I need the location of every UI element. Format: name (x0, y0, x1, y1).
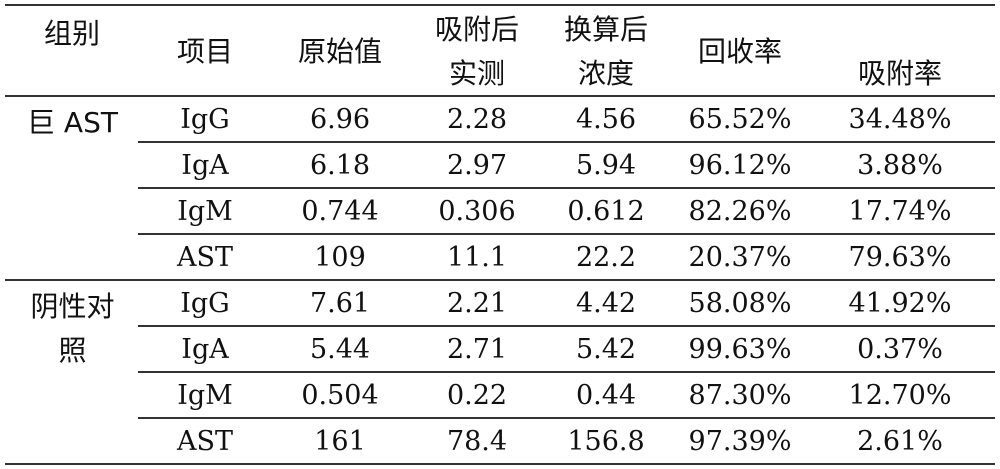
bottom-rule (5, 463, 995, 465)
value-cell: 3.88% (857, 151, 943, 181)
value-cell: 161 (314, 427, 366, 457)
header-adsorption: 吸附率 (858, 52, 942, 96)
value-cell: 0.37% (857, 335, 943, 365)
header-converted-b: 浓度 (578, 52, 634, 96)
value-cell: 65.52% (689, 105, 792, 135)
value-cell: 12.70% (849, 381, 952, 411)
value-cell: 6.18 (310, 151, 370, 181)
value-cell: 0.612 (567, 197, 644, 227)
item-cell: IgM (177, 381, 233, 411)
value-cell: 79.63% (849, 243, 952, 273)
group-label: 巨 AST (10, 101, 135, 145)
row-rule (138, 417, 995, 419)
group-label: 阴性对 (10, 285, 135, 329)
item-cell: IgA (181, 151, 228, 181)
group-label-line2: 照 (10, 329, 135, 373)
value-cell: 0.744 (301, 197, 378, 227)
value-cell: 156.8 (567, 427, 644, 457)
value-cell: 5.42 (576, 335, 636, 365)
row-rule (138, 325, 995, 327)
item-cell: AST (177, 427, 233, 457)
header-measured-a: 吸附后 (435, 8, 519, 52)
item-cell: IgG (180, 289, 230, 319)
value-cell: 4.56 (576, 105, 636, 135)
header-group: 组别 (44, 12, 100, 56)
value-cell: 78.4 (447, 427, 507, 457)
value-cell: 2.71 (447, 335, 507, 365)
item-cell: IgA (181, 335, 228, 365)
value-cell: 82.26% (689, 197, 792, 227)
value-cell: 2.61% (857, 427, 943, 457)
item-cell: IgM (177, 197, 233, 227)
value-cell: 7.61 (310, 289, 370, 319)
item-cell: IgG (180, 105, 230, 135)
value-cell: 96.12% (689, 151, 792, 181)
value-cell: 5.94 (576, 151, 636, 181)
item-cell: AST (177, 243, 233, 273)
value-cell: 97.39% (689, 427, 792, 457)
value-cell: 4.42 (576, 289, 636, 319)
group-rule (5, 279, 995, 281)
value-cell: 58.08% (689, 289, 792, 319)
value-cell: 0.44 (576, 381, 636, 411)
row-rule (138, 141, 995, 143)
value-cell: 17.74% (849, 197, 952, 227)
value-cell: 87.30% (689, 381, 792, 411)
row-rule (138, 233, 995, 235)
row-rule (138, 187, 995, 189)
header-converted-a: 换算后 (564, 8, 648, 52)
value-cell: 0.22 (447, 381, 507, 411)
value-cell: 0.306 (438, 197, 515, 227)
value-cell: 6.96 (310, 105, 370, 135)
value-cell: 99.63% (689, 335, 792, 365)
value-cell: 22.2 (576, 243, 636, 273)
value-cell: 34.48% (849, 105, 952, 135)
top-rule (5, 4, 995, 6)
row-rule (138, 371, 995, 373)
value-cell: 109 (314, 243, 366, 273)
value-cell: 0.504 (301, 381, 378, 411)
header-item: 项目 (177, 30, 233, 74)
value-cell: 5.44 (310, 335, 370, 365)
header-original: 原始值 (298, 30, 382, 74)
value-cell: 11.1 (447, 243, 507, 273)
value-cell: 2.28 (447, 105, 507, 135)
header-recovery: 回收率 (698, 30, 782, 74)
header-measured-b: 实测 (449, 52, 505, 96)
value-cell: 2.97 (447, 151, 507, 181)
value-cell: 20.37% (689, 243, 792, 273)
value-cell: 2.21 (447, 289, 507, 319)
value-cell: 41.92% (849, 289, 952, 319)
